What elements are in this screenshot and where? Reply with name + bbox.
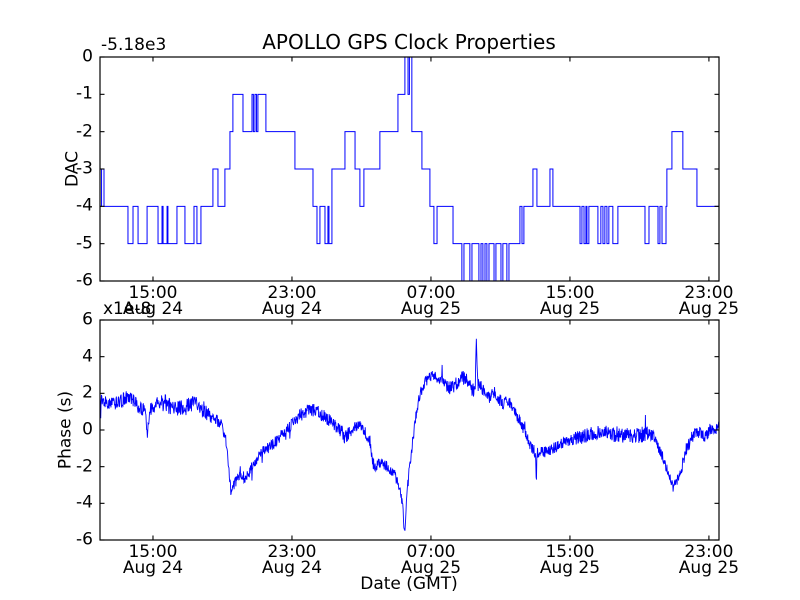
bottom-axis-offset-text: x1e-8 [103, 299, 152, 319]
x-tick-time-label: 23:00 [684, 542, 734, 562]
y-tick-label: 0 [82, 419, 93, 440]
bottom-y-axis-label: Phase (s) [55, 390, 76, 470]
x-tick-date-label: Aug 24 [261, 299, 323, 319]
x-tick-date-label: Aug 25 [678, 558, 740, 578]
y-tick-label: -2 [76, 121, 93, 142]
x-tick-time-label: 15:00 [545, 283, 595, 303]
y-tick-label: -4 [76, 492, 93, 513]
x-tick-time-label: 15:00 [128, 283, 178, 303]
y-tick-label: -3 [76, 158, 93, 179]
axes-frame [99, 319, 720, 541]
y-tick-label: 2 [82, 382, 93, 403]
y-tick-label: -6 [76, 529, 93, 550]
x-tick-date-label: Aug 24 [261, 558, 323, 578]
x-tick-time-label: 07:00 [406, 542, 456, 562]
y-tick-label: -6 [76, 270, 93, 291]
y-tick-label: -5 [76, 233, 93, 254]
x-axis-label: Date (GMT) [360, 574, 458, 594]
top-axis-offset-text: -5.18e3 [101, 35, 167, 55]
tick-marks [100, 319, 719, 541]
x-tick-date-label: Aug 24 [122, 558, 184, 578]
y-tick-label: -4 [76, 195, 93, 216]
x-tick-date-label: Aug 25 [539, 558, 601, 578]
y-tick-label: 6 [82, 309, 93, 330]
y-tick-label: -2 [76, 456, 93, 477]
x-tick-date-label: Aug 25 [400, 558, 462, 578]
x-tick-date-label: Aug 25 [678, 299, 740, 319]
x-tick-time-label: 15:00 [545, 542, 595, 562]
x-tick-time-label: 23:00 [267, 283, 317, 303]
x-tick-date-label: Aug 24 [122, 299, 184, 319]
x-tick-time-label: 23:00 [684, 283, 734, 303]
x-tick-date-label: Aug 25 [539, 299, 601, 319]
y-tick-label: -1 [76, 83, 93, 104]
dac-step-line [100, 57, 719, 281]
y-tick-label: 4 [82, 346, 93, 367]
x-tick-time-label: 15:00 [128, 542, 178, 562]
x-tick-time-label: 07:00 [406, 283, 456, 303]
y-tick-label: 0 [82, 46, 93, 67]
x-tick-date-label: Aug 25 [400, 299, 462, 319]
x-tick-time-label: 23:00 [267, 542, 317, 562]
chart-title: APOLLO GPS Clock Properties [262, 30, 556, 54]
tick-marks [100, 56, 719, 282]
phase-noise-line [100, 338, 719, 531]
